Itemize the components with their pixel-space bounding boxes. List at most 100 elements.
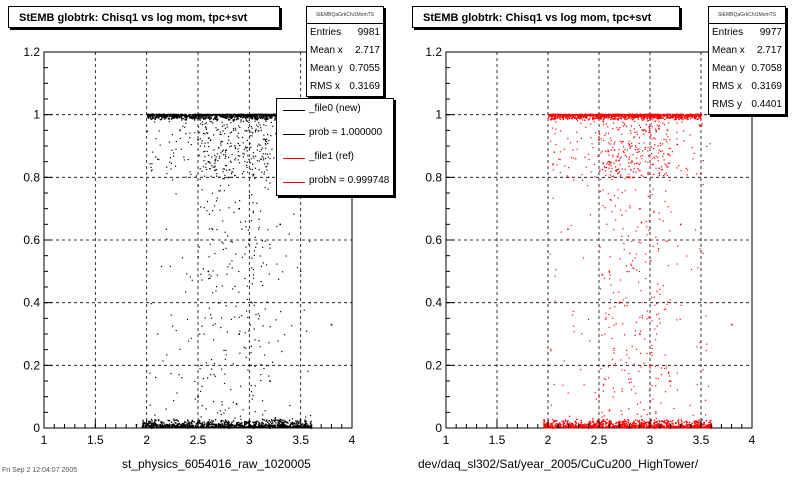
data-point bbox=[258, 122, 260, 124]
data-point bbox=[260, 280, 262, 283]
data-point bbox=[702, 426, 705, 429]
data-point bbox=[623, 424, 626, 426]
data-point bbox=[171, 426, 174, 429]
data-point bbox=[599, 113, 602, 116]
data-point bbox=[659, 150, 662, 152]
data-point bbox=[209, 168, 211, 170]
data-point bbox=[633, 114, 635, 116]
data-point bbox=[267, 142, 269, 145]
data-point bbox=[665, 190, 667, 192]
data-point bbox=[621, 421, 624, 424]
data-point bbox=[658, 125, 661, 127]
data-point bbox=[255, 130, 257, 132]
data-point bbox=[668, 147, 670, 150]
data-point bbox=[580, 421, 583, 424]
data-point bbox=[265, 114, 267, 116]
data-point bbox=[173, 418, 175, 421]
data-point bbox=[243, 421, 246, 423]
data-point bbox=[625, 118, 627, 121]
data-point bbox=[213, 205, 216, 207]
data-point bbox=[599, 426, 601, 428]
data-point bbox=[686, 115, 689, 117]
data-point bbox=[555, 422, 557, 425]
data-point bbox=[623, 151, 625, 154]
data-point bbox=[687, 426, 690, 428]
data-point bbox=[651, 138, 653, 140]
data-point bbox=[274, 119, 276, 121]
data-point bbox=[234, 116, 236, 119]
data-point bbox=[197, 139, 199, 141]
data-point bbox=[252, 115, 254, 117]
data-point bbox=[209, 118, 211, 121]
data-point bbox=[667, 129, 669, 132]
data-point bbox=[605, 425, 607, 427]
data-point bbox=[606, 114, 608, 116]
data-point bbox=[676, 389, 678, 391]
data-point bbox=[199, 117, 202, 119]
data-point bbox=[655, 120, 657, 122]
data-point bbox=[273, 426, 275, 428]
data-point bbox=[701, 418, 703, 421]
data-point bbox=[691, 114, 693, 116]
data-point bbox=[656, 423, 659, 425]
data-point bbox=[630, 116, 632, 118]
data-point bbox=[253, 250, 256, 252]
data-point bbox=[693, 115, 696, 118]
data-point bbox=[626, 421, 628, 423]
data-point bbox=[609, 423, 612, 426]
data-point bbox=[643, 116, 646, 118]
data-point bbox=[637, 420, 639, 422]
data-point bbox=[297, 426, 300, 429]
data-point bbox=[252, 202, 254, 204]
data-point bbox=[704, 399, 707, 401]
data-point bbox=[705, 425, 707, 427]
data-point bbox=[199, 423, 201, 425]
data-point bbox=[196, 117, 198, 120]
data-point bbox=[556, 425, 559, 427]
data-point bbox=[250, 301, 252, 303]
data-point bbox=[635, 392, 637, 394]
data-point bbox=[231, 426, 233, 428]
data-point bbox=[574, 117, 576, 119]
data-point bbox=[260, 127, 262, 129]
data-point bbox=[211, 227, 213, 230]
data-point bbox=[260, 265, 263, 268]
data-point bbox=[683, 117, 686, 119]
data-point bbox=[164, 114, 166, 117]
data-point bbox=[603, 420, 605, 423]
data-point bbox=[269, 243, 271, 246]
data-point bbox=[222, 248, 225, 251]
data-point bbox=[233, 426, 236, 428]
data-point bbox=[228, 176, 230, 179]
data-point bbox=[597, 115, 599, 117]
data-point bbox=[193, 114, 196, 117]
data-point bbox=[150, 170, 153, 172]
data-point bbox=[232, 171, 234, 173]
data-point bbox=[309, 426, 312, 428]
data-point bbox=[599, 116, 601, 118]
data-point bbox=[149, 421, 151, 423]
data-point bbox=[249, 168, 251, 170]
data-point bbox=[618, 159, 620, 161]
data-point bbox=[304, 424, 307, 427]
data-point bbox=[628, 271, 630, 273]
data-point bbox=[658, 114, 661, 117]
data-point bbox=[630, 114, 633, 116]
data-point bbox=[197, 114, 200, 117]
data-point bbox=[609, 137, 612, 139]
data-point bbox=[573, 157, 575, 159]
data-point bbox=[592, 113, 594, 116]
data-point bbox=[659, 172, 661, 174]
data-point bbox=[274, 420, 276, 423]
data-point bbox=[217, 113, 220, 116]
data-point bbox=[602, 426, 605, 428]
data-point bbox=[590, 123, 592, 125]
data-point bbox=[581, 333, 583, 335]
data-point bbox=[186, 424, 188, 426]
data-point bbox=[225, 114, 228, 116]
data-point bbox=[630, 132, 632, 134]
data-point bbox=[684, 114, 686, 117]
data-point bbox=[214, 323, 216, 325]
data-point bbox=[648, 117, 651, 119]
data-point bbox=[571, 314, 574, 316]
